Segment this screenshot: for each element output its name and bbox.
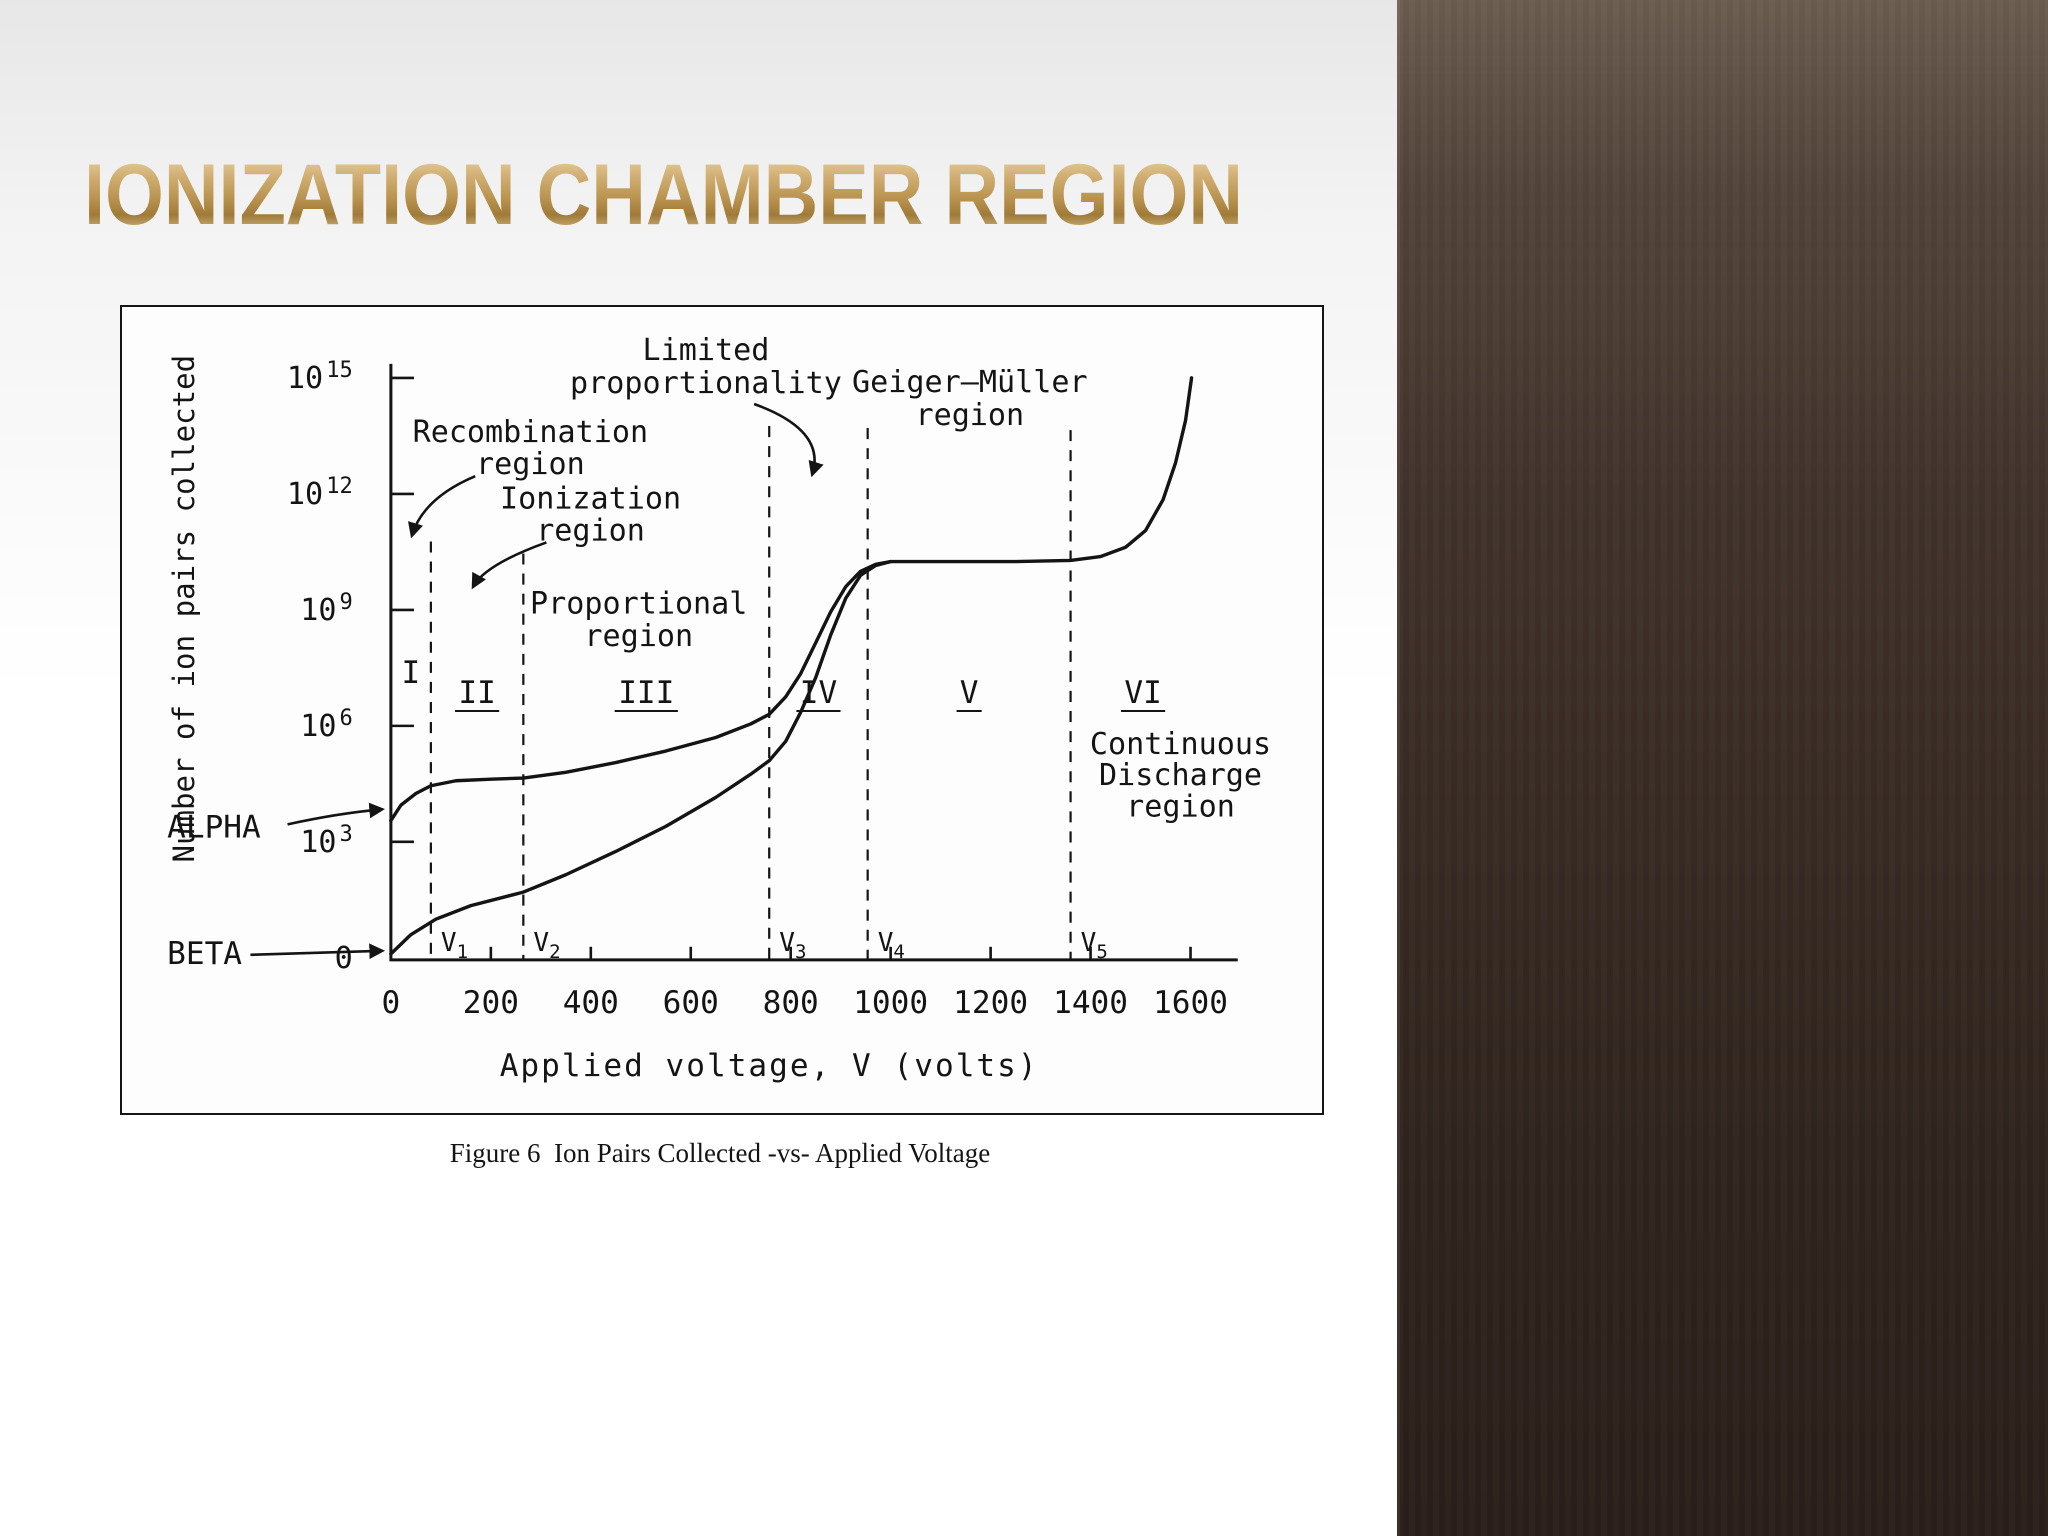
recombination-arrow: [408, 475, 476, 539]
region-numeral: V: [960, 675, 979, 711]
beta-label: BETA: [167, 936, 242, 972]
y-tick-label: 10 15: [287, 358, 353, 396]
x-tick-label: 1400: [1053, 985, 1128, 1021]
x-tick-label: 600: [663, 985, 719, 1021]
annotation-proportional: Proportional: [530, 587, 747, 622]
region-numeral: III: [618, 675, 674, 711]
x-axis-ticks: 0 200 400 600 800 1000 1200 1400 1600: [382, 946, 1228, 1021]
annotation-recombination: region: [476, 447, 585, 482]
annotation-continuous: region: [1126, 789, 1235, 824]
alpha-label: ALPHA: [167, 809, 261, 845]
y-tick-zero: 0: [335, 941, 353, 976]
boundary-label: V3: [779, 928, 806, 963]
annotation-limited: proportionality: [570, 366, 842, 401]
boundary-label: V1: [441, 928, 468, 963]
annotation-limited: Limited: [643, 333, 770, 368]
axis-lines: [389, 363, 1238, 962]
slide-title: IONIZATION CHAMBER REGION: [84, 147, 1244, 243]
annotation-continuous: Continuous: [1090, 727, 1271, 762]
annotation-geiger: Geiger—Müller: [852, 365, 1088, 400]
annotation-recombination: Recombination: [413, 415, 649, 450]
boundary-label: V5: [1081, 928, 1108, 963]
figure-caption: Figure 6 Ion Pairs Collected -vs- Applie…: [449, 1138, 991, 1168]
beta-curve: [389, 559, 893, 956]
y-tick-label: 10 3: [300, 822, 353, 860]
boundary-label: V4: [878, 928, 905, 963]
y-tick-label: 10 12: [287, 474, 353, 512]
decorative-side-band: [1397, 0, 2048, 1536]
ion-pairs-vs-voltage-chart: Applied voltage, V (volts) Number of ion …: [167, 333, 1271, 1084]
axes: Applied voltage, V (volts) Number of ion …: [167, 355, 1238, 1084]
x-tick-label: 400: [563, 985, 619, 1021]
annotation-geiger: region: [915, 398, 1024, 433]
x-tick-label: 1200: [953, 985, 1028, 1021]
alpha-curve: [389, 376, 1194, 823]
x-axis-label: Applied voltage, V (volts): [500, 1048, 1039, 1084]
region-numeral: I: [402, 655, 421, 691]
region-numeral: VI: [1124, 675, 1161, 711]
annotation-ionization: Ionization: [500, 481, 681, 516]
annotation-continuous: Discharge: [1099, 758, 1262, 793]
region-numeral: IV: [800, 675, 837, 711]
region-boundaries: V1 V2 V3 V4 V5: [429, 426, 1108, 963]
y-tick-label: 10 9: [300, 590, 353, 628]
x-tick-label: 200: [463, 985, 519, 1021]
curve-labels: ALPHA BETA: [167, 802, 385, 972]
x-tick-label: 800: [763, 985, 819, 1021]
x-tick-label: 0: [382, 985, 401, 1021]
beta-arrow: [250, 943, 385, 960]
y-axis-label: Number of ion pairs collected: [167, 355, 201, 863]
annotation-ionization: region: [536, 513, 645, 548]
y-tick-label: 10 6: [300, 706, 353, 744]
x-tick-label: 1000: [853, 985, 928, 1021]
region-numerals: III III IV V VI: [402, 655, 1166, 713]
limited-proportionality-arrow: [753, 402, 824, 478]
boundary-label: V2: [533, 928, 560, 963]
x-tick-label: 1600: [1153, 985, 1228, 1021]
ionization-arrow: [471, 541, 547, 590]
alpha-arrow: [287, 802, 385, 826]
figure-frame: Applied voltage, V (volts) Number of ion …: [120, 305, 1324, 1115]
region-numeral: II: [458, 675, 495, 711]
annotation-proportional: region: [584, 619, 693, 654]
